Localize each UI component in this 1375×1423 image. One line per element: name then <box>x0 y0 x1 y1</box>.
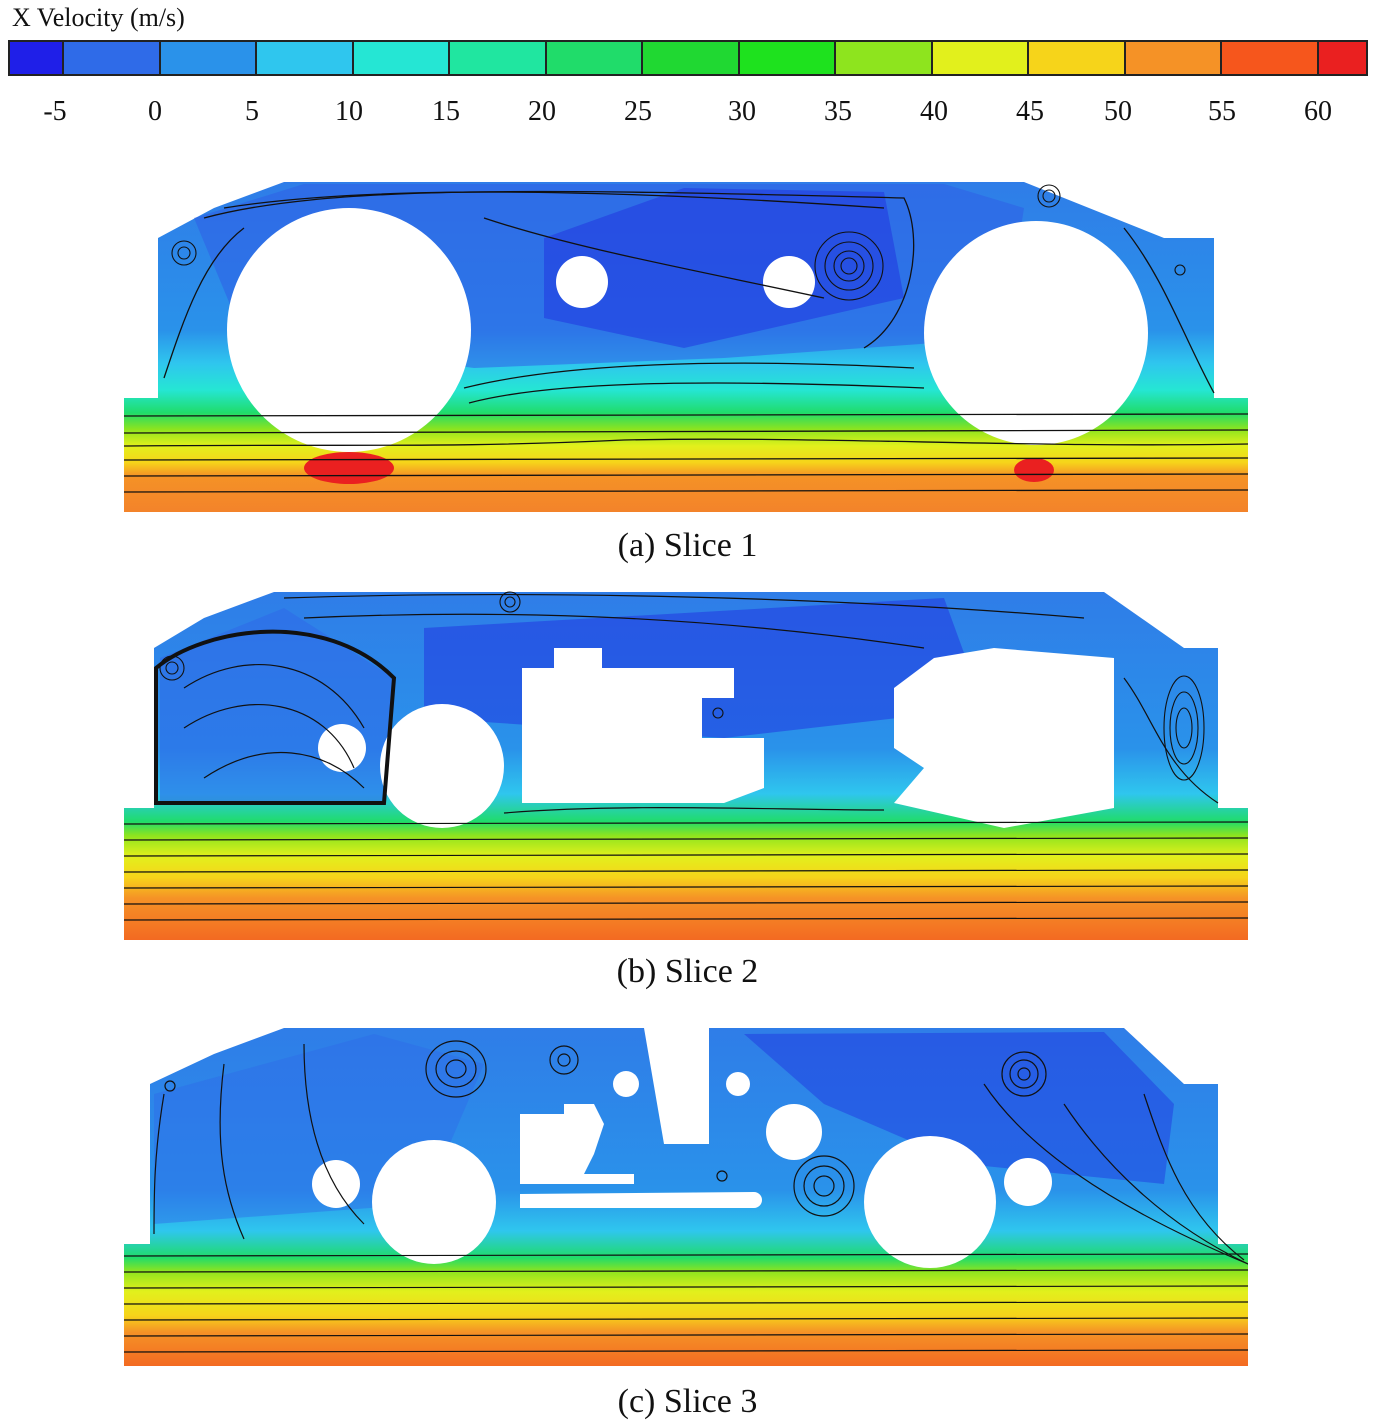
colorbar-tick-label: 45 <box>1016 96 1044 127</box>
colorbar-tick-label: 35 <box>824 96 852 127</box>
slice-1-contour <box>124 182 1248 512</box>
colorbar-tick-label: 10 <box>335 96 363 127</box>
slice-1-caption: (a) Slice 1 <box>617 527 758 564</box>
slice-1-panel <box>124 178 1248 512</box>
slice-2-contour <box>124 591 1248 940</box>
colorbar-band <box>546 42 644 74</box>
colorbar-band <box>257 42 354 74</box>
slice-3-caption: (c) Slice 3 <box>617 1383 758 1420</box>
colorbar-ticks: -5 0 5 10 15 20 25 30 35 40 45 50 55 60 <box>0 94 1375 134</box>
velocity-colorbar <box>8 40 1368 76</box>
slice-3-panel <box>124 1024 1248 1366</box>
colorbar-tick-label: 25 <box>624 96 652 127</box>
colorbar-tick-label: 20 <box>528 96 556 127</box>
colorbar-tick-label: 15 <box>432 96 460 127</box>
colorbar-band <box>1125 42 1223 74</box>
colorbar-band <box>10 42 64 74</box>
colorbar-band <box>160 42 258 74</box>
colorbar-band <box>450 42 547 74</box>
colorbar-band <box>739 42 837 74</box>
colorbar-tick-label: 5 <box>245 96 259 127</box>
colorbar-tick-label: 0 <box>148 96 162 127</box>
colorbar-band <box>1222 42 1319 74</box>
slice-3-contour <box>124 1028 1248 1366</box>
colorbar-band <box>643 42 740 74</box>
colorbar-band <box>932 42 1030 74</box>
colorbar-tick-label: 30 <box>728 96 756 127</box>
colorbar-tick-label: -5 <box>43 96 67 127</box>
colorbar-band <box>1029 42 1126 74</box>
colorbar-tick-label: 60 <box>1304 96 1332 127</box>
colorbar-band <box>836 42 933 74</box>
colorbar-tick-label: 50 <box>1104 96 1132 127</box>
slice-2-panel <box>124 588 1248 940</box>
colorbar-band <box>1318 42 1366 74</box>
slice-2-caption: (b) Slice 2 <box>616 953 759 990</box>
colorbar-tick-label: 55 <box>1208 96 1236 127</box>
colorbar-tick-label: 40 <box>920 96 948 127</box>
colorbar-band <box>353 42 451 74</box>
colorbar-band <box>63 42 161 74</box>
legend-title: X Velocity (m/s) <box>12 3 185 32</box>
